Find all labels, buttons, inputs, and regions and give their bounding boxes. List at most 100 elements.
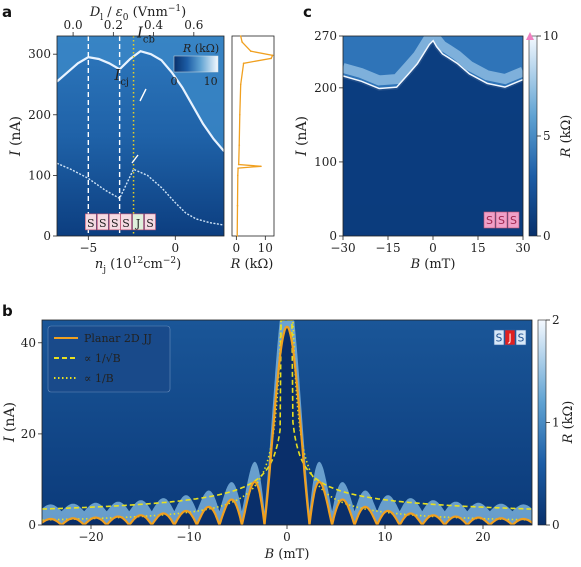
- panel-b-colorbar: [537, 319, 547, 526]
- panel-a-side-point: [242, 62, 245, 65]
- panel-c-y-label: I (nA): [294, 116, 310, 157]
- panel-c-y-tick-label: 200: [314, 81, 337, 95]
- panel-b-region-letter: S: [496, 333, 503, 345]
- panel-b-x-tick-label: 0: [283, 530, 291, 544]
- panel-a-side-point: [237, 167, 239, 169]
- panel-a-region-letter: S: [87, 217, 95, 230]
- panel-c-x-tick-label: 15: [470, 241, 485, 255]
- panel-b-region-letter: J: [507, 333, 511, 345]
- panel-a-colorbar-label: R (kΩ): [182, 42, 219, 55]
- panel-b-y-tick-label: 0: [28, 518, 36, 532]
- panel-a-region-box: [85, 213, 97, 231]
- panel-a-region-box: [97, 213, 109, 231]
- panel-b-sqrt-fit-line: [42, 320, 531, 510]
- panel-c-boundary-glow: [343, 36, 523, 86]
- panel-c-colorbar-tick-label: 5: [543, 129, 551, 143]
- panel-a-region-letter: S: [122, 217, 130, 230]
- panel-c-region-box: [483, 211, 496, 229]
- panel-a-side-point: [236, 235, 239, 237]
- panel-c-superconducting-region: [343, 41, 523, 236]
- panel-c-region-box: [507, 211, 520, 229]
- panel-a-top-axis-label: Dl / ε0 (Vnm−1): [89, 4, 186, 23]
- panel-a-side: 0 10 R (kΩ): [230, 35, 275, 272]
- panel-a-side-x-tick-label: 0: [233, 241, 241, 255]
- panel-b-region-box: [515, 329, 527, 346]
- panel-a-region-letter: S: [99, 217, 107, 230]
- panel-b: S J S −20 −10 0 10 20 0 20 40 B (mT) I (nA) 0 1 2 R (kΩ…: [2, 313, 576, 562]
- panel-b-colorbar-tick-label: 1: [552, 416, 560, 430]
- panel-a-x-label: nj (1012cm−2): [95, 256, 181, 275]
- panel-c-marker: [526, 32, 534, 40]
- panel-c-region-letter: S: [498, 214, 505, 227]
- panel-b-y-label: I (nA): [2, 402, 18, 443]
- panel-b-legend-label: Planar 2D JJ: [84, 332, 152, 345]
- panel-a-side-point: [239, 35, 242, 37]
- panel-c-colorbar-label: R (kΩ): [559, 115, 574, 159]
- panel-label-b: b: [2, 302, 13, 320]
- panel-a-top-tick-label: 0.0: [64, 18, 83, 32]
- panel-b-legend-box: [47, 325, 171, 393]
- panel-b-region-box: [493, 329, 505, 346]
- panel-a-region-box: [120, 213, 132, 231]
- panel-b-x-tick-label: −10: [176, 530, 201, 544]
- panel-c-x-tick-label: −15: [375, 241, 400, 255]
- panel-a-critical-boundary: [57, 49, 224, 152]
- panel-a-junction-boundary: [57, 162, 224, 226]
- panel-a-side-point: [238, 144, 241, 146]
- panel-b-y-tick-label: 40: [21, 336, 36, 350]
- panel-a-side-point: [237, 163, 240, 166]
- panel-label-a: a: [2, 3, 12, 21]
- panel-a-colorbar-tick-label: 0: [171, 75, 178, 88]
- panel-a-inset-colorbar: R (kΩ) 0 10: [171, 42, 220, 88]
- panel-a-top-tick-label: 0.2: [104, 18, 123, 32]
- panel-a-side-x-tick-label: 10: [258, 241, 273, 255]
- panel-a-y-tick-label: 100: [28, 168, 51, 182]
- panel-b-legend-label: ∝ 1/√B: [84, 352, 121, 365]
- panel-a-top-tick-label: 0.4: [144, 18, 163, 32]
- panel-b-legend: Planar 2D JJ ∝ 1/√B ∝ 1/B: [47, 325, 171, 393]
- panel-a-region-box: [144, 213, 156, 231]
- panel-b-colorbar-label: R (kΩ): [561, 401, 576, 445]
- panel-a-side-point: [260, 165, 262, 168]
- panel-a-side-point: [236, 174, 239, 177]
- panel-c-region-box: [495, 211, 508, 229]
- panel-b-legend-label: ∝ 1/B: [84, 372, 114, 385]
- panel-b-y-tick-label: 20: [21, 427, 36, 441]
- panel-c-region-letter: S: [510, 214, 517, 227]
- panel-a-region-box: [132, 213, 144, 231]
- panel-c-y-tick-label: 100: [314, 155, 337, 169]
- panel-a-annotation-icj: Icj: [113, 66, 129, 88]
- panel-a-y-tick-label: 0: [43, 229, 51, 243]
- panel-a-x-tick-label: −5: [79, 241, 97, 255]
- panel-a-arrow-icj: [131, 154, 139, 164]
- panel-c-x-label: B (mT): [410, 257, 456, 272]
- panel-a-region-letter: S: [146, 217, 154, 230]
- panel-a-side-x-label: R (kΩ): [230, 257, 274, 272]
- panel-a-colorbar-tick-label: 10: [204, 75, 218, 88]
- panel-c-y-tick-label: 270: [314, 29, 337, 43]
- panel-b-colorbar-tick-label: 2: [552, 313, 560, 327]
- panel-c-y-tick-label: 0: [329, 229, 337, 243]
- panel-a-y-tick-label: 200: [28, 108, 51, 122]
- panel-b-x-tick-label: 20: [475, 530, 490, 544]
- panel-a-y-label: I (nA): [8, 116, 24, 157]
- panel-a-side-point: [241, 41, 243, 43]
- panel-a-side-point: [236, 204, 239, 207]
- panel-a-x-tick-label: 0: [171, 241, 179, 255]
- panel-c-colorbar: [528, 35, 538, 237]
- panel-a-side-point: [270, 57, 272, 60]
- panel-b-colorbar-tick-label: 0: [552, 518, 560, 532]
- panel-c-x-tick-label: −30: [330, 241, 355, 255]
- panel-b-x-label: B (mT): [264, 547, 310, 562]
- panel-c-region-letter: S: [486, 214, 493, 227]
- panel-a-side-point: [271, 54, 274, 57]
- panel-b-x-tick-label: −20: [78, 530, 103, 544]
- panel-c-x-tick-label: 30: [515, 241, 530, 255]
- panel-b-superconducting-region: [42, 326, 532, 525]
- panel-c-colorbar-tick-label: 0: [543, 229, 551, 243]
- panel-label-c: c: [303, 3, 312, 21]
- panel-a-side-point: [250, 50, 252, 52]
